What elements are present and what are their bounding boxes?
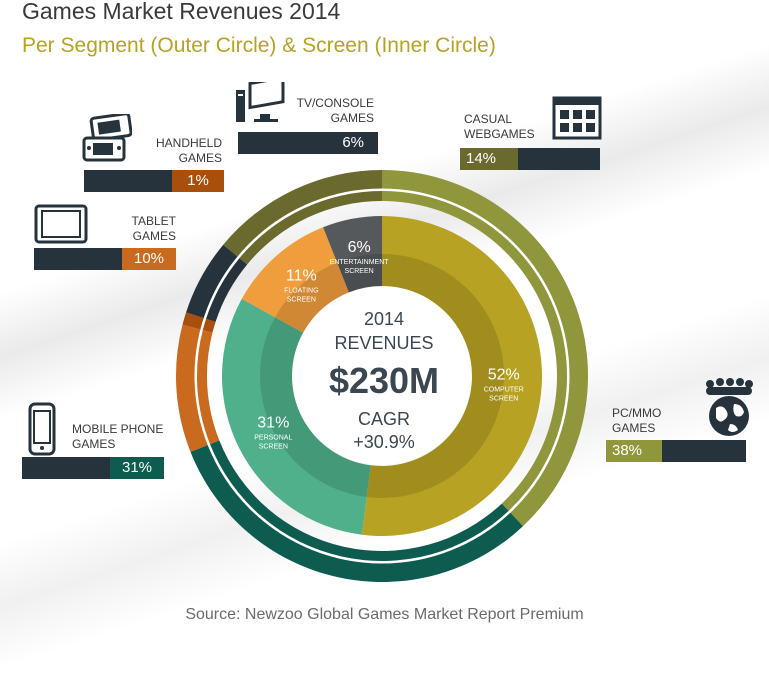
inner-label-value: 6% (348, 239, 371, 256)
inner-label-name: ENTERTAINMENT (330, 259, 390, 266)
outer-slice-casual-webgames (223, 170, 382, 258)
handheld-console-icon (82, 114, 132, 162)
center-amount: $230M (328, 360, 440, 401)
outer-thin-slice-handheld-games (202, 318, 216, 333)
label-tv-console: TV/CONSOLE GAMES (296, 96, 374, 125)
outer-ring-separator (194, 188, 570, 564)
webgames-browser-icon (552, 96, 602, 140)
value-casual-webgames: 14% (460, 148, 518, 170)
outer-thin-slice-tablet-games (197, 329, 220, 445)
outer-thin-slice-mobile-phone-games (209, 440, 509, 561)
donut-center (293, 287, 471, 465)
chart-subtitle: Per Segment (Outer Circle) & Screen (Inn… (22, 34, 496, 57)
inner-slice-entertainment-screen (323, 216, 382, 293)
outer-slice-pc-mmo-games (382, 170, 588, 527)
value-tablet: 10% (122, 248, 176, 270)
bar-mobile-phone: 31% (22, 457, 164, 479)
bar-handheld: 1% (84, 170, 224, 192)
center-year: 2014 (363, 309, 405, 329)
inner-label-value: 52% (488, 367, 520, 384)
value-pc-mmo: 38% (606, 440, 662, 462)
value-mobile-phone: 31% (110, 457, 164, 479)
inner-label-name: SCREEN (287, 296, 316, 303)
tv-console-icon (236, 82, 285, 122)
outer-thin-slice-casual-webgames (239, 191, 382, 265)
outer-slice-tv-console-games (186, 244, 239, 319)
tablet-icon (34, 204, 88, 244)
inner-label-name: COMPUTER (484, 387, 524, 394)
globe-community-icon (706, 378, 753, 436)
inner-slice-floating-screen (241, 227, 349, 333)
center-cagr-label: CAGR (357, 409, 410, 429)
label-pc-mmo: PC/MMO GAMES (612, 406, 662, 435)
inner-label-name: SCREEN (345, 268, 374, 275)
inner-label-name: SCREEN (259, 443, 288, 450)
center-revenues-label: REVENUES (334, 333, 434, 353)
inner-label-name: SCREEN (489, 396, 518, 403)
bar-casual-webgames: 14% (460, 148, 600, 170)
inner-slice-computer-screen (361, 216, 542, 536)
donut-chart: 52% COMPUTER SCREEN 31% PERSONAL SCREEN 11% FLO… (176, 170, 588, 582)
outer-thin-slice-tv-console-games (206, 258, 248, 322)
label-handheld: HANDHELD GAMES (155, 136, 222, 165)
label-casual-webgames: CASUAL WEBGAMES (464, 112, 535, 141)
label-tablet: TABLET GAMES (131, 214, 176, 243)
value-tv-console: 6% (342, 134, 364, 151)
chart-title: Games Market Revenues 2014 (22, 0, 341, 24)
mobile-phone-icon (28, 402, 56, 456)
center-cagr-value: +30.9% (353, 432, 415, 452)
bar-tv-console: 6% (238, 132, 378, 154)
label-mobile-phone: MOBILE PHONE GAMES (72, 422, 164, 451)
outer-slice-mobile-phone-games (190, 444, 524, 582)
outer-slice-handheld-games (182, 312, 206, 330)
inner-label-name: PERSONAL (254, 434, 292, 441)
bar-tablet: 10% (34, 248, 176, 270)
inner-slice-personal-screen (222, 298, 371, 535)
bar-pc-mmo: 38% (606, 440, 746, 462)
value-handheld: 1% (172, 170, 224, 192)
inner-ring-shade (260, 254, 504, 498)
inner-label-value: 31% (257, 414, 289, 431)
source-note: Source: Newzoo Global Games Market Repor… (185, 606, 584, 623)
inner-label-value: 11% (286, 267, 317, 284)
inner-label-name: FLOATING (284, 287, 318, 294)
